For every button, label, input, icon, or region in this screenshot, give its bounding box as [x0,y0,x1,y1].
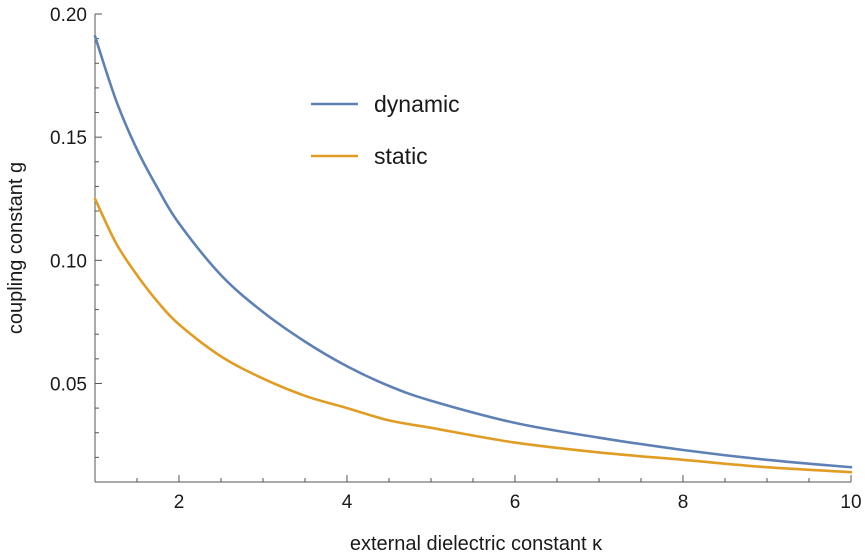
ticks: 2 4 6 8 10 0.05 0.10 0.15 0.20 [50,5,862,513]
x-tick-label: 10 [840,492,861,513]
x-tick-label: 6 [510,492,521,513]
y-tick-label: 0.10 [50,251,87,272]
x-tick-label: 4 [342,492,353,513]
legend-label-static: static [374,143,428,169]
series-line-static [93,197,853,474]
series-group [93,34,853,474]
x-tick-label: 8 [678,492,689,513]
y-tick-label: 0.15 [50,128,87,149]
y-axis-label: coupling constant g [5,162,27,334]
x-tick-label: 2 [174,492,185,513]
y-tick-label: 0.20 [50,5,87,26]
series-line-dynamic [93,34,853,469]
x-axis-label: external dielectric constant κ [350,533,603,555]
legend-label-dynamic: dynamic [374,91,460,117]
y-tick-label: 0.05 [50,374,87,395]
legend: dynamic static [311,91,460,169]
